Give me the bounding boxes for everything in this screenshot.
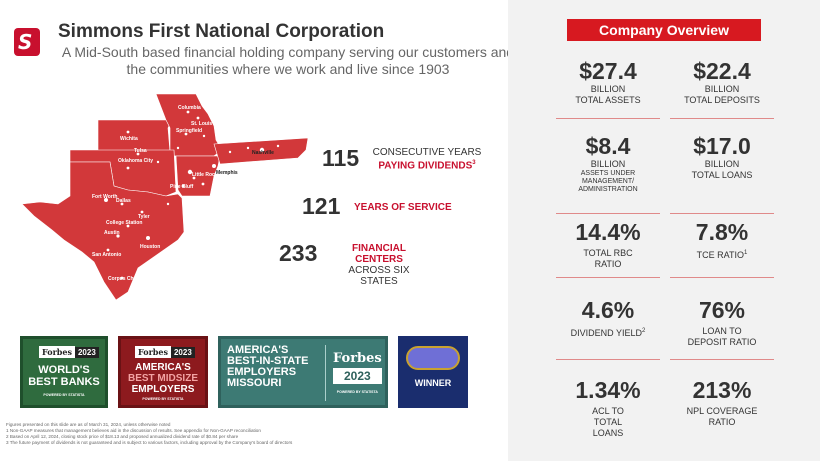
- city-label: Fort Worth: [92, 194, 117, 200]
- overview-item: 76% LOAN TO DEPOSIT RATIO: [666, 297, 778, 360]
- texas-shape: [21, 161, 185, 301]
- overview-title: Company Overview: [567, 19, 761, 41]
- overview-item: 213% NPL COVERAGE RATIO: [686, 377, 758, 427]
- stat-years-of-service: 121 YEARS OF SERVICE: [302, 193, 452, 220]
- city-label: Wichita: [120, 136, 138, 142]
- city-label: San Antonio: [92, 252, 121, 258]
- stat-line2: ACROSS SIX STATES: [348, 265, 410, 287]
- overview-item: 4.6% DIVIDEND YIELD2: [552, 297, 664, 360]
- city-label: Dallas: [116, 198, 131, 204]
- trophy-emblem-icon: [406, 346, 460, 370]
- city-label: Corpus Christi: [108, 276, 143, 282]
- company-overview-panel: Company Overview $27.4 BILLION TOTAL ASS…: [508, 0, 820, 461]
- footprint-map: Columbia St. Louis Springfield Wichita T…: [21, 93, 309, 301]
- city-label: St. Louis: [191, 121, 212, 127]
- city-label: Memphis: [216, 170, 238, 176]
- badge-worlds-best-banks: Forbes 2023 WORLD'S BEST BANKS POWERED BY…: [20, 336, 108, 408]
- city-label: Springfield: [176, 128, 202, 134]
- overview-item: $22.4 BILLION TOTAL DEPOSITS: [666, 58, 778, 119]
- city-label: Little Rock: [192, 172, 218, 178]
- left-panel: S Simmons First National Corporation A M…: [6, 21, 515, 445]
- city-label: Pine Bluff: [170, 184, 194, 190]
- stat-line1: CONSECUTIVE YEARS: [372, 147, 482, 158]
- page-title: Simmons First National Corporation: [58, 21, 385, 42]
- city-label: Nashville: [252, 150, 274, 156]
- city-label: Austin: [104, 230, 120, 236]
- overview-item: 1.34% ACL TO TOTAL LOANS: [575, 377, 641, 438]
- city-label: Tyler: [138, 214, 150, 220]
- stat-number: 115: [322, 145, 360, 171]
- stat-line2: YEARS OF SERVICE: [354, 202, 452, 213]
- city-label: Houston: [140, 244, 160, 250]
- overview-item: $27.4 BILLION TOTAL ASSETS: [552, 58, 664, 119]
- overview-item: 14.4% TOTAL RBC RATIO: [552, 219, 664, 278]
- badge-best-in-state-employers: AMERICA'S BEST-IN-STATE EMPLOYERS MISSOU…: [218, 336, 388, 408]
- stat-number: 121: [302, 193, 341, 219]
- stat-number: 233: [279, 240, 318, 266]
- stat-line1: FINANCIAL CENTERS: [352, 243, 406, 265]
- stat-line2: PAYING DIVIDENDS3: [378, 160, 476, 172]
- stat-dividends: 115 CONSECUTIVE YEARS PAYING DIVIDENDS3: [322, 145, 481, 172]
- city-label: College Station: [106, 220, 142, 226]
- footnotes: Figures presented on this slide are as o…: [6, 422, 293, 445]
- badge-text: WORLD'S BEST BANKS: [28, 364, 100, 388]
- city-label: Columbia: [178, 105, 201, 111]
- overview-item: $17.0 BILLION TOTAL LOANS: [666, 133, 778, 214]
- overview-item: $8.4 BILLION ASSETS UNDER MANAGEMENT/ AD…: [552, 133, 664, 214]
- page-subtitle: A Mid-South based financial holding comp…: [61, 44, 515, 77]
- city-label: Tulsa: [134, 148, 147, 154]
- city-label: Oklahoma City: [118, 158, 153, 164]
- badge-best-midsize-employers: Forbes 2023 AMERICA'S BEST MIDSIZE EMPLOY…: [118, 336, 208, 408]
- overview-item: 7.8% TCE RATIO1: [666, 219, 778, 278]
- badge-award-winner: WINNER: [398, 336, 468, 408]
- simmons-logo-icon: S: [14, 28, 40, 56]
- stat-financial-centers: 233 FINANCIAL CENTERS ACROSS SIX STATES: [279, 240, 410, 287]
